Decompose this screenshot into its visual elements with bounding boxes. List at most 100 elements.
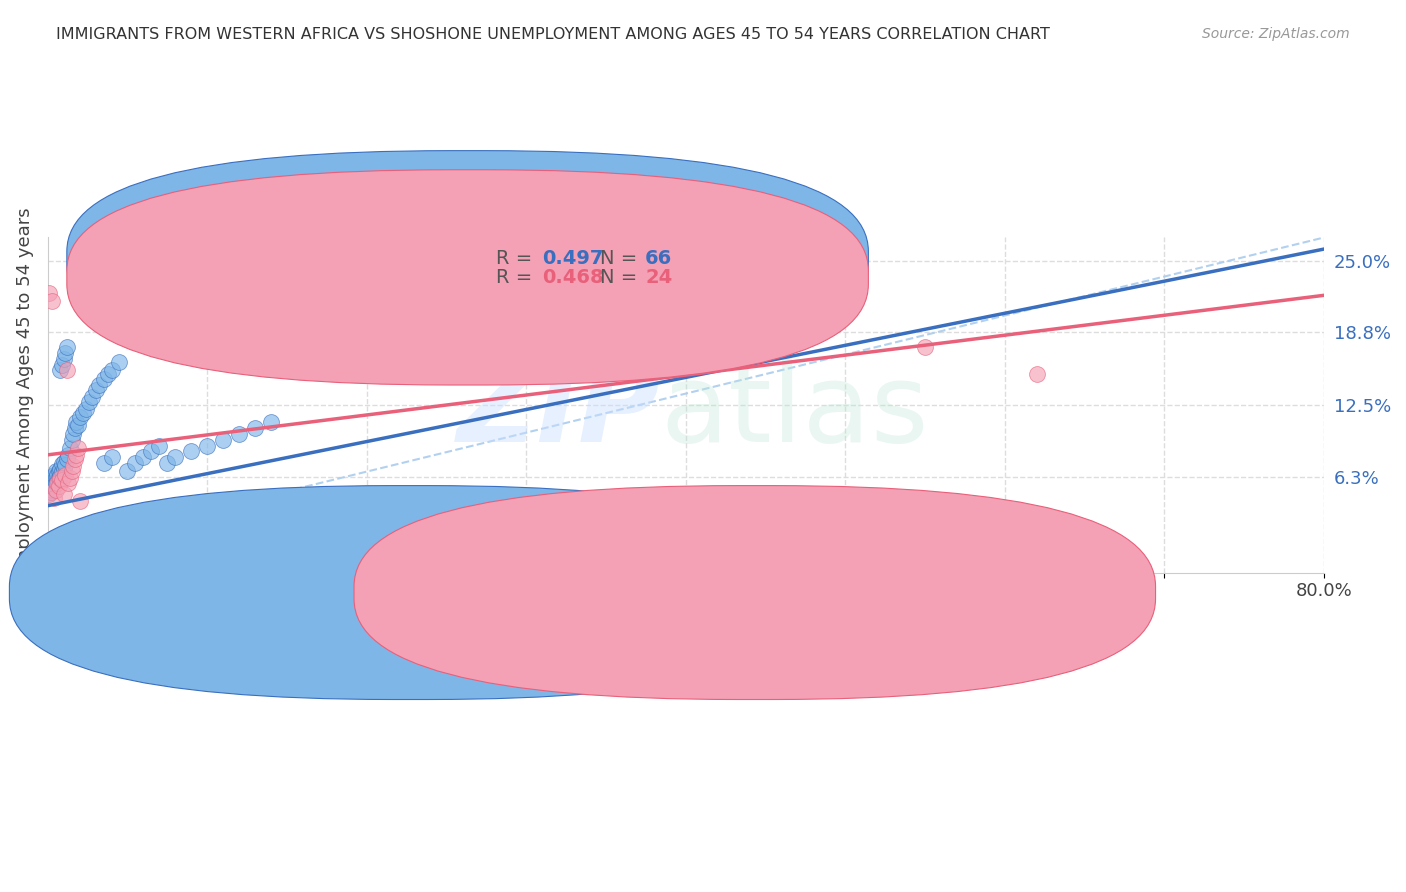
Point xyxy=(1025,367,1047,381)
Point xyxy=(60,464,83,478)
Text: R =: R = xyxy=(496,249,538,268)
Point xyxy=(69,494,91,508)
Point xyxy=(45,470,67,484)
Point xyxy=(38,285,60,300)
Point xyxy=(72,406,94,420)
Point xyxy=(42,473,65,487)
Point xyxy=(56,340,79,354)
Point xyxy=(228,427,250,442)
Point xyxy=(77,394,100,409)
Point xyxy=(62,459,84,474)
Point xyxy=(69,409,91,424)
Point xyxy=(59,471,82,485)
Text: IMMIGRANTS FROM WESTERN AFRICA VS SHOSHONE UNEMPLOYMENT AMONG AGES 45 TO 54 YEAR: IMMIGRANTS FROM WESTERN AFRICA VS SHOSHO… xyxy=(56,27,1050,42)
Point xyxy=(117,464,139,478)
Point xyxy=(51,464,73,478)
Point xyxy=(49,461,72,475)
Point xyxy=(46,473,69,487)
Point xyxy=(56,452,79,467)
Text: Source: ZipAtlas.com: Source: ZipAtlas.com xyxy=(1202,27,1350,41)
Point xyxy=(100,450,122,465)
Text: 0.468: 0.468 xyxy=(541,268,603,287)
Point xyxy=(58,448,80,462)
Point xyxy=(39,479,62,493)
Text: 66: 66 xyxy=(645,249,672,268)
Text: Shoshone: Shoshone xyxy=(786,583,873,601)
Point xyxy=(59,441,82,455)
Point xyxy=(48,479,70,493)
Point xyxy=(62,427,84,442)
Point xyxy=(132,450,155,465)
Point xyxy=(108,355,131,369)
Point xyxy=(45,483,67,497)
Point xyxy=(49,471,72,485)
Point xyxy=(42,467,65,482)
Point xyxy=(53,467,76,482)
Point xyxy=(65,448,87,462)
Point xyxy=(63,452,86,467)
Point xyxy=(58,475,80,490)
Point xyxy=(41,475,63,490)
Point xyxy=(65,416,87,430)
Point xyxy=(45,475,67,490)
Point xyxy=(46,475,69,490)
FancyBboxPatch shape xyxy=(354,485,1156,699)
Point xyxy=(914,340,936,354)
Point xyxy=(52,455,75,469)
Point xyxy=(51,457,73,471)
Point xyxy=(243,421,266,435)
Point xyxy=(53,458,76,473)
Point xyxy=(38,483,60,497)
Point xyxy=(93,371,115,385)
Point xyxy=(56,363,79,377)
Point xyxy=(66,441,89,455)
Point xyxy=(51,358,73,372)
Point xyxy=(48,464,70,478)
Point xyxy=(51,473,73,487)
Point xyxy=(260,416,283,430)
Point xyxy=(141,444,163,458)
Text: atlas: atlas xyxy=(661,359,929,466)
Point xyxy=(45,464,67,478)
Point xyxy=(42,491,65,505)
Text: ZIP: ZIP xyxy=(457,359,661,466)
Text: N =: N = xyxy=(600,268,644,287)
Point xyxy=(100,363,122,377)
Text: 0.497: 0.497 xyxy=(541,249,603,268)
Point xyxy=(41,294,63,309)
Point xyxy=(66,417,89,432)
Point xyxy=(41,483,63,497)
Point xyxy=(39,484,62,499)
Point xyxy=(276,294,298,309)
Point xyxy=(87,378,110,392)
FancyBboxPatch shape xyxy=(427,244,734,298)
Point xyxy=(212,433,235,447)
Point xyxy=(124,456,146,470)
Point xyxy=(41,471,63,485)
Text: 24: 24 xyxy=(645,268,672,287)
Point xyxy=(52,461,75,475)
Point xyxy=(93,456,115,470)
Point xyxy=(436,363,458,377)
Point xyxy=(82,390,104,404)
Point xyxy=(49,467,72,482)
Text: R =: R = xyxy=(496,268,538,287)
Point xyxy=(39,473,62,487)
Point xyxy=(49,363,72,377)
Point xyxy=(60,433,83,447)
Point xyxy=(180,444,202,458)
Point xyxy=(52,351,75,366)
FancyBboxPatch shape xyxy=(10,485,811,699)
Text: N =: N = xyxy=(600,249,644,268)
Point xyxy=(165,450,187,465)
FancyBboxPatch shape xyxy=(67,151,869,366)
Point xyxy=(75,401,97,416)
Point xyxy=(97,367,120,381)
Text: Immigrants from Western Africa: Immigrants from Western Africa xyxy=(441,583,728,601)
Point xyxy=(156,456,179,470)
Point xyxy=(53,346,76,360)
Point xyxy=(39,484,62,499)
Point xyxy=(46,467,69,482)
Point xyxy=(42,479,65,493)
Point xyxy=(52,487,75,501)
